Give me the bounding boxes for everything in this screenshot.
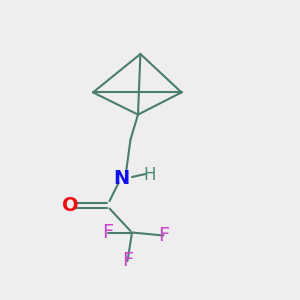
Text: H: H xyxy=(144,167,156,184)
Text: N: N xyxy=(113,169,130,188)
Text: F: F xyxy=(158,226,169,245)
Text: F: F xyxy=(122,251,133,271)
Text: F: F xyxy=(102,223,114,242)
Text: O: O xyxy=(62,196,79,215)
